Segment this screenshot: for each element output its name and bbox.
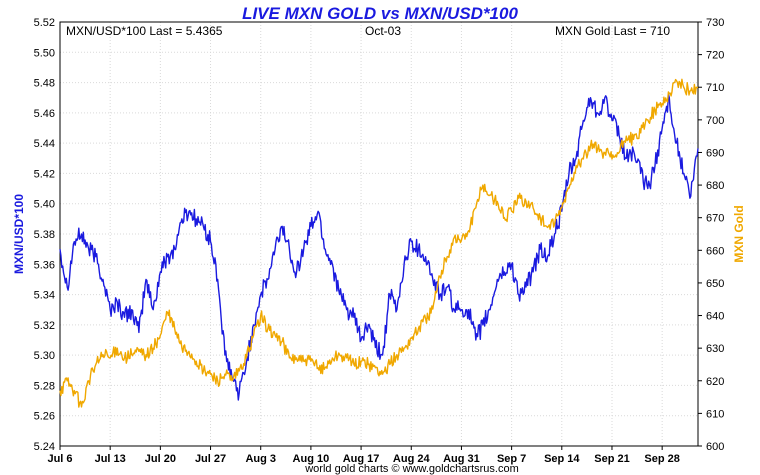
y-tick-right: 720 (706, 50, 724, 62)
x-tick: Sep 28 (644, 453, 679, 465)
x-tick: Jul 27 (195, 453, 226, 465)
y-tick-left: 5.34 (34, 290, 55, 302)
y-tick-right: 640 (706, 311, 724, 323)
y-tick-right: 680 (706, 180, 724, 192)
y-tick-left: 5.42 (34, 168, 55, 180)
y-axis-left-label: MXN/USD*100 (12, 194, 26, 274)
plot-frame (59, 21, 699, 447)
x-tick: Aug 31 (443, 453, 480, 465)
y-tick-left: 5.26 (34, 411, 55, 423)
header-date: Oct-03 (365, 24, 401, 38)
x-tick: Aug 17 (343, 453, 380, 465)
y-tick-left: 5.50 (34, 47, 55, 59)
x-axis: Jul 6 Jul 13 Jul 20 Jul 27 Aug 3 Aug 10 Aug 17… (47, 446, 680, 465)
y-tick-left: 5.46 (34, 108, 55, 120)
y-tick-left: 5.52 (34, 17, 55, 29)
y-tick-left: 5.28 (34, 380, 55, 392)
y-tick-right: 700 (706, 115, 724, 127)
x-tick: Jul 13 (95, 453, 126, 465)
x-tick: Sep 14 (544, 453, 580, 465)
y-tick-left: 5.48 (34, 78, 55, 90)
x-tick: Aug 24 (393, 453, 431, 465)
chart-title: LIVE MXN GOLD vs MXN/USD*100 (242, 4, 518, 23)
y-tick-left: 5.44 (34, 138, 55, 150)
y-tick-left: 5.38 (34, 229, 55, 241)
y-tick-right: 670 (706, 213, 724, 225)
y-tick-right: 690 (706, 147, 724, 159)
x-tick: Sep 21 (594, 453, 629, 465)
y-tick-left: 5.40 (34, 199, 55, 211)
x-tick: Jul 6 (47, 453, 72, 465)
x-tick: Aug 10 (293, 453, 330, 465)
x-tick: Aug 3 (245, 453, 276, 465)
series-line-mxn-usd (59, 93, 699, 401)
series-layer (59, 78, 699, 408)
series-line-mxn-gold (59, 78, 699, 408)
y-tick-left: 5.32 (34, 320, 55, 332)
y-tick-right: 630 (706, 343, 724, 355)
y-tick-right: 660 (706, 245, 724, 257)
y-tick-left: 5.30 (34, 350, 55, 362)
y-tick-right: 620 (706, 376, 724, 388)
footer-credit: world gold charts © www.goldchartsrus.co… (304, 463, 519, 475)
header-fx-last: MXN/USD*100 Last = 5.4365 (66, 24, 223, 38)
y-axis-left: 5.24 5.26 5.28 5.30 5.32 5.34 5.36 5.38 5.40 5.42… (34, 17, 55, 453)
y-axis-right: 600 610 620 630 640 650 660 670 680 690 700 710 720 7… (698, 17, 724, 453)
y-tick-right: 600 (706, 441, 724, 453)
y-axis-right-label: MXN Gold (732, 205, 746, 262)
y-tick-left: 5.36 (34, 259, 55, 271)
y-tick-right: 610 (706, 408, 724, 420)
header-gold-last: MXN Gold Last = 710 (555, 24, 670, 38)
y-tick-right: 710 (706, 82, 724, 94)
y-tick-right: 730 (706, 17, 724, 29)
y-tick-left: 5.24 (34, 441, 55, 453)
x-tick: Jul 20 (145, 453, 176, 465)
y-tick-right: 650 (706, 278, 724, 290)
x-tick: Sep 7 (497, 453, 526, 465)
